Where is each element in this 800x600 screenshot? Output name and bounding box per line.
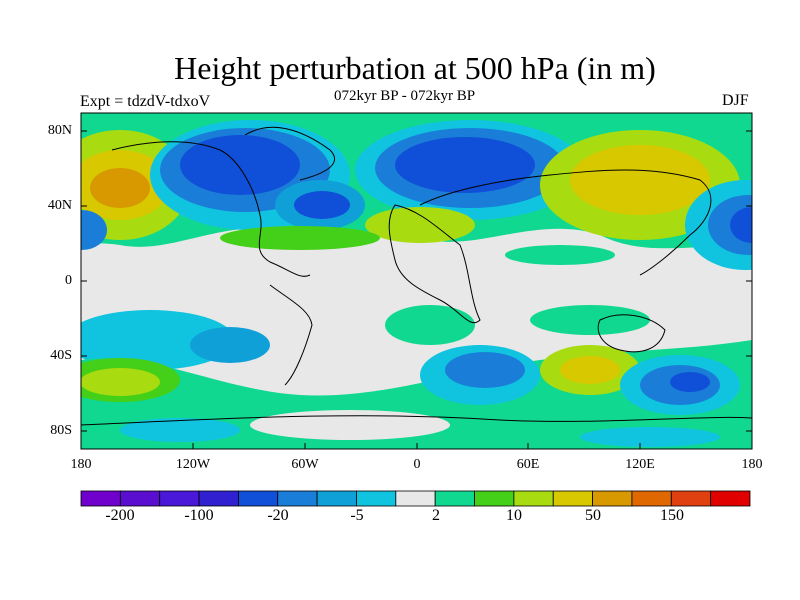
- lat-label: 0: [65, 273, 72, 288]
- colorbar-swatch: [277, 490, 318, 507]
- colorbar-swatch: [316, 490, 357, 507]
- colorbar-swatch: [670, 490, 712, 507]
- colorbar-label: 50: [585, 507, 601, 524]
- colorbar-swatch: [552, 490, 593, 507]
- season-label: DJF: [722, 92, 749, 109]
- colorbar-swatch: [198, 490, 239, 507]
- colorbar-label: 10: [506, 507, 522, 524]
- colorbar-swatch: [159, 490, 200, 507]
- colorbar-swatch: [80, 490, 121, 507]
- colorbar-swatch: [238, 490, 279, 507]
- lat-label: 80N: [47, 123, 72, 138]
- lat-label: 80S: [50, 423, 72, 438]
- colorbar: [80, 490, 751, 507]
- colorbar-label: -100: [184, 507, 214, 524]
- colorbar-swatch: [592, 490, 633, 507]
- colorbar-swatch: [395, 490, 436, 507]
- colorbar-label: -5: [350, 507, 364, 524]
- colorbar-label: -200: [105, 507, 135, 524]
- colorbar-swatch: [434, 490, 475, 507]
- coastlines: [81, 126, 752, 426]
- subtitle: 072kyr BP - 072kyr BP: [334, 88, 476, 104]
- lat-label: 40S: [50, 348, 72, 363]
- colorbar-label: 2: [432, 507, 440, 524]
- colorbar-swatch: [356, 490, 397, 507]
- chart-title: Height perturbation at 500 hPa (in m): [174, 50, 656, 86]
- colorbar-swatch: [513, 490, 554, 507]
- lon-label: 120E: [625, 457, 655, 472]
- lat-label: 40N: [47, 198, 72, 213]
- lon-label: 180: [741, 457, 763, 472]
- lon-label: 180: [70, 457, 92, 472]
- colorbar-swatch: [631, 490, 672, 507]
- lon-label: 60E: [516, 457, 540, 472]
- lon-label: 0: [413, 457, 421, 472]
- height-contour-field: [81, 113, 752, 449]
- axis-ticks: [81, 130, 752, 449]
- colorbar-label: 150: [660, 507, 684, 524]
- colorbar-label: -20: [267, 507, 289, 524]
- experiment-label: Expt = tdzdV-tdxoV: [80, 93, 211, 110]
- lon-label: 60W: [291, 457, 319, 472]
- colorbar-swatch: [474, 490, 515, 507]
- colorbar-swatch: [119, 490, 161, 507]
- colorbar-swatch: [710, 490, 751, 507]
- lon-label: 120W: [175, 457, 211, 472]
